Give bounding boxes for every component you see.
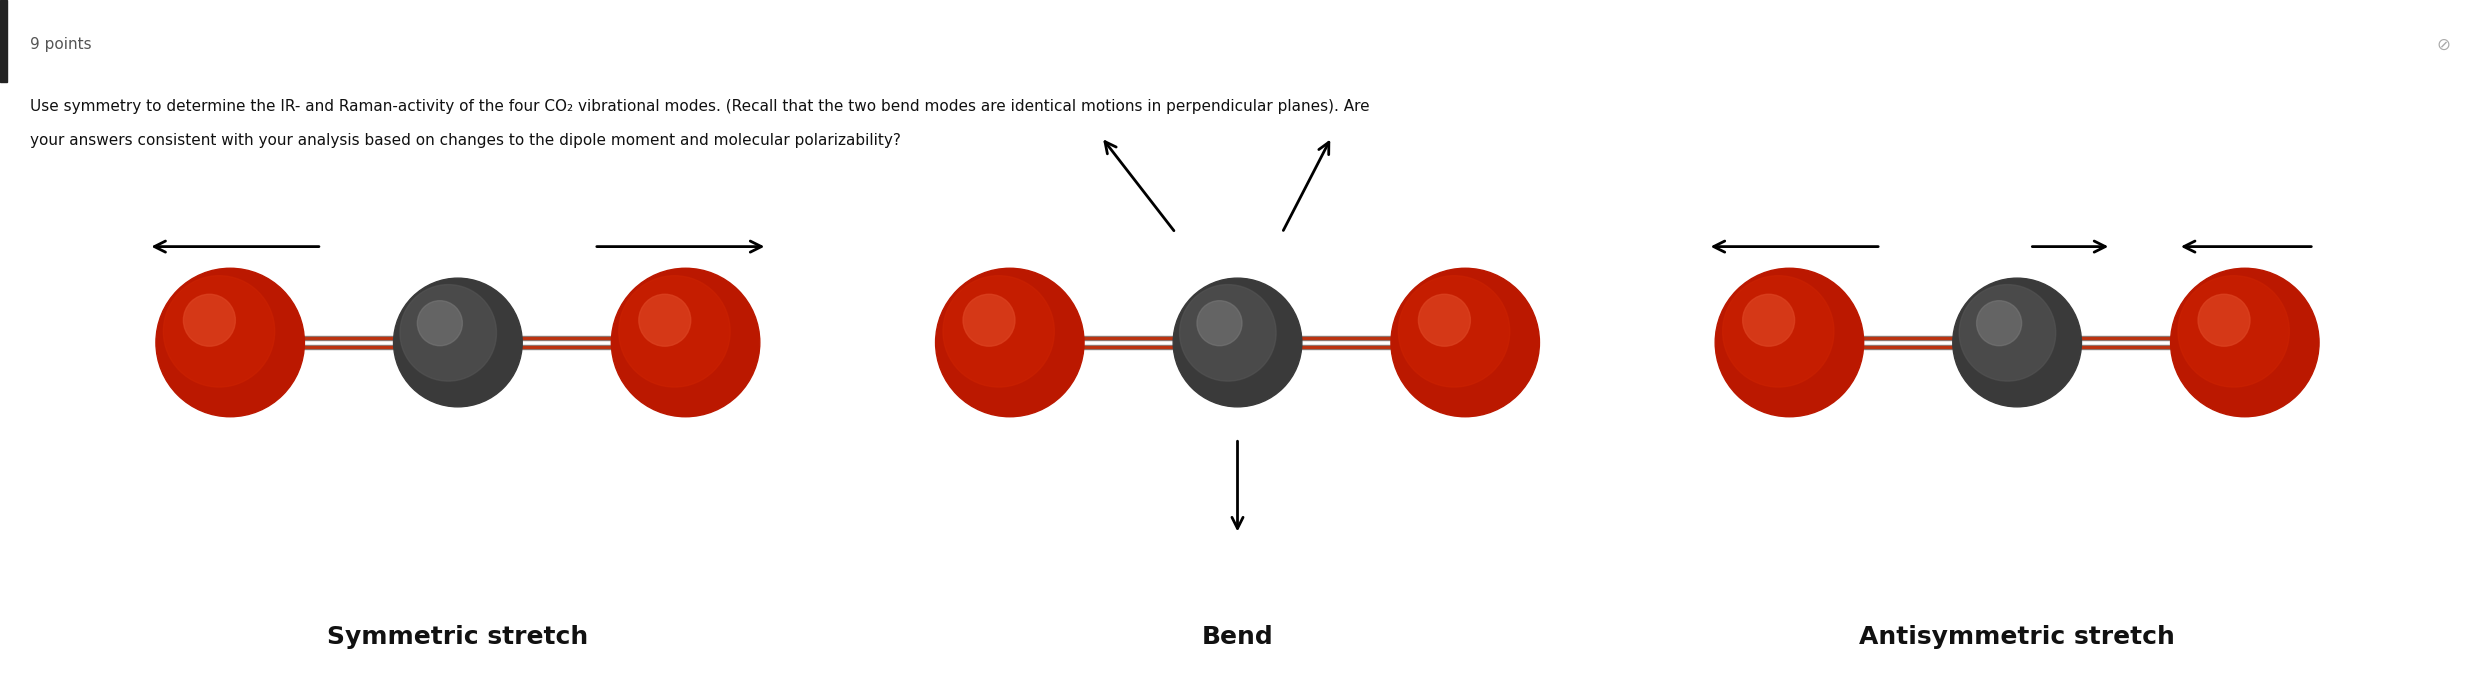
FancyBboxPatch shape xyxy=(2049,345,2208,349)
Text: Antisymmetric stretch: Antisymmetric stretch xyxy=(1859,625,2176,649)
FancyBboxPatch shape xyxy=(0,0,7,82)
Ellipse shape xyxy=(2178,275,2289,387)
FancyBboxPatch shape xyxy=(267,336,426,338)
FancyBboxPatch shape xyxy=(1047,345,1205,349)
FancyBboxPatch shape xyxy=(490,347,648,348)
Ellipse shape xyxy=(1723,275,1834,387)
Ellipse shape xyxy=(1198,301,1242,346)
Ellipse shape xyxy=(1715,269,1864,416)
Ellipse shape xyxy=(943,275,1054,387)
Ellipse shape xyxy=(639,295,691,346)
FancyBboxPatch shape xyxy=(2049,336,2208,338)
FancyBboxPatch shape xyxy=(267,336,426,340)
FancyBboxPatch shape xyxy=(1270,345,1428,349)
FancyBboxPatch shape xyxy=(1047,336,1205,340)
Ellipse shape xyxy=(156,269,304,416)
FancyBboxPatch shape xyxy=(1270,347,1428,348)
FancyBboxPatch shape xyxy=(490,345,648,349)
Ellipse shape xyxy=(1181,284,1277,381)
FancyBboxPatch shape xyxy=(1047,347,1205,348)
Ellipse shape xyxy=(1173,278,1302,407)
Ellipse shape xyxy=(1978,301,2022,346)
FancyBboxPatch shape xyxy=(1827,347,1985,348)
FancyBboxPatch shape xyxy=(1827,345,1985,349)
Text: Bend: Bend xyxy=(1203,625,1272,649)
FancyBboxPatch shape xyxy=(1047,336,1205,338)
FancyBboxPatch shape xyxy=(2049,336,2208,340)
FancyBboxPatch shape xyxy=(267,345,426,349)
Ellipse shape xyxy=(2171,269,2319,416)
Ellipse shape xyxy=(619,275,730,387)
Text: your answers consistent with your analysis based on changes to the dipole moment: your answers consistent with your analys… xyxy=(30,133,901,148)
Ellipse shape xyxy=(418,301,463,346)
Ellipse shape xyxy=(1953,278,2081,407)
Ellipse shape xyxy=(1960,284,2057,381)
Ellipse shape xyxy=(183,295,235,346)
FancyBboxPatch shape xyxy=(1270,336,1428,338)
Text: Symmetric stretch: Symmetric stretch xyxy=(327,625,589,649)
FancyBboxPatch shape xyxy=(490,336,648,338)
Text: Use symmetry to determine the IR- and Raman-activity of the four CO₂ vibrational: Use symmetry to determine the IR- and Ra… xyxy=(30,99,1369,114)
Ellipse shape xyxy=(936,269,1084,416)
FancyBboxPatch shape xyxy=(2049,347,2208,348)
Text: ⊘: ⊘ xyxy=(2435,36,2450,53)
Text: 9 points: 9 points xyxy=(30,37,92,52)
Ellipse shape xyxy=(394,278,522,407)
FancyBboxPatch shape xyxy=(1270,336,1428,340)
Ellipse shape xyxy=(1398,275,1510,387)
Ellipse shape xyxy=(163,275,275,387)
Ellipse shape xyxy=(2198,295,2250,346)
FancyBboxPatch shape xyxy=(1827,336,1985,338)
FancyBboxPatch shape xyxy=(267,347,426,348)
FancyBboxPatch shape xyxy=(490,336,648,340)
Ellipse shape xyxy=(1418,295,1470,346)
Ellipse shape xyxy=(963,295,1015,346)
FancyBboxPatch shape xyxy=(1827,336,1985,340)
Ellipse shape xyxy=(1742,295,1794,346)
Ellipse shape xyxy=(1391,269,1539,416)
Ellipse shape xyxy=(611,269,760,416)
Ellipse shape xyxy=(401,284,497,381)
